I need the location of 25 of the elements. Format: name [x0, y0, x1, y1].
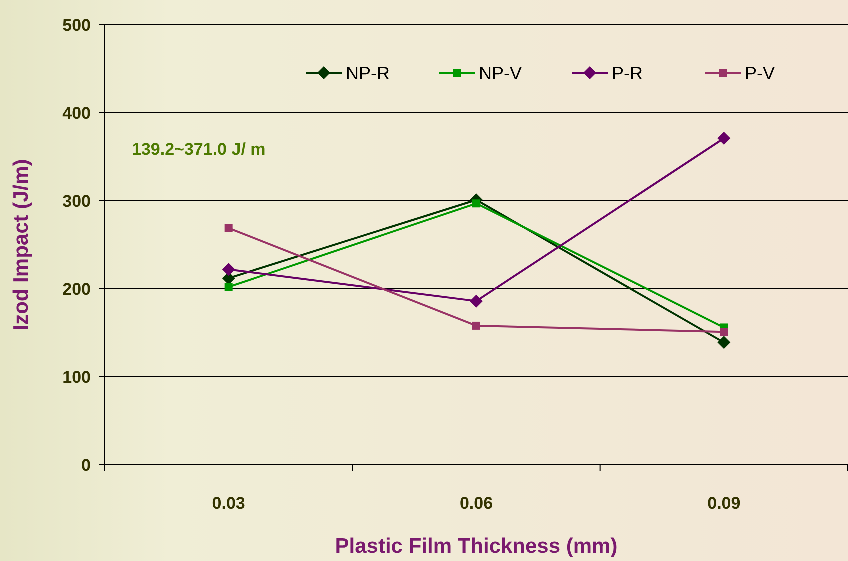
- legend-label: NP-V: [479, 63, 522, 84]
- x-tick-label: 0.06: [460, 494, 494, 513]
- x-tick-label: 0.03: [212, 494, 246, 513]
- y-tick-label: 100: [62, 368, 91, 387]
- point: [224, 224, 233, 232]
- y-tick-label: 200: [62, 280, 91, 299]
- y-tick-label: 0: [82, 456, 91, 475]
- y-tick-label: 400: [62, 104, 91, 123]
- point: [718, 132, 731, 146]
- y-tick-label: 500: [62, 16, 91, 35]
- point: [224, 283, 233, 292]
- legend-label: P-V: [745, 63, 776, 84]
- point: [222, 263, 236, 276]
- annotation: 139.2~371.0 J/ m: [132, 140, 266, 159]
- legend-label: P-R: [612, 63, 643, 84]
- x-tick-label: 0.09: [708, 494, 741, 513]
- y-axis-title: Izod Impact (J/m): [10, 159, 33, 331]
- legend-label: NP-R: [346, 63, 390, 84]
- point: [472, 322, 480, 330]
- y-tick-label: 300: [62, 192, 91, 211]
- point: [470, 294, 483, 308]
- point: [718, 336, 731, 350]
- point: [472, 200, 480, 208]
- point: [720, 328, 728, 336]
- x-axis-title: Plastic Film Thickness (mm): [335, 535, 618, 558]
